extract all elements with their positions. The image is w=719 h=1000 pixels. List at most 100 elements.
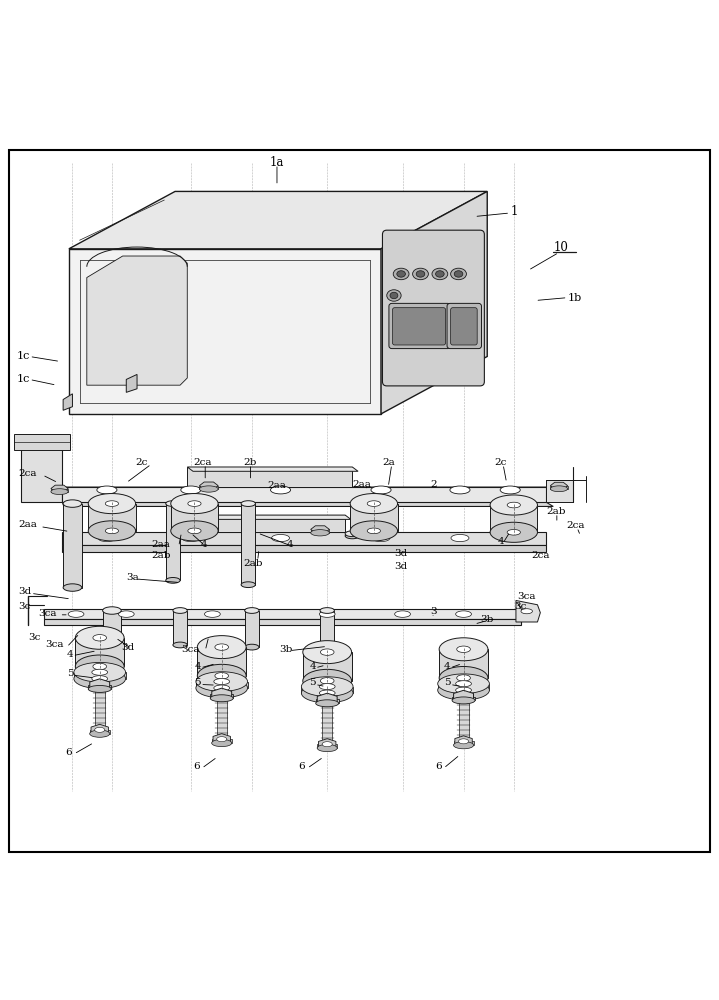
- Bar: [439, 649, 488, 678]
- Polygon shape: [187, 467, 358, 471]
- Ellipse shape: [173, 642, 187, 648]
- Polygon shape: [69, 249, 381, 414]
- Polygon shape: [213, 734, 230, 745]
- Text: 3: 3: [430, 607, 436, 616]
- Polygon shape: [516, 600, 541, 622]
- Bar: [88, 685, 111, 689]
- Bar: [95, 689, 105, 736]
- Ellipse shape: [303, 669, 352, 692]
- Ellipse shape: [63, 500, 82, 507]
- Ellipse shape: [197, 636, 246, 659]
- Bar: [211, 739, 232, 743]
- Ellipse shape: [451, 268, 467, 280]
- Ellipse shape: [244, 644, 259, 650]
- Ellipse shape: [456, 681, 472, 687]
- Polygon shape: [550, 482, 567, 489]
- Text: 4: 4: [498, 537, 504, 546]
- Bar: [454, 741, 474, 745]
- Ellipse shape: [244, 608, 259, 613]
- Text: 4: 4: [286, 540, 293, 549]
- Text: 3c: 3c: [514, 602, 526, 611]
- Ellipse shape: [166, 578, 180, 583]
- Text: 3c: 3c: [19, 602, 31, 611]
- Ellipse shape: [395, 611, 411, 617]
- Bar: [103, 611, 122, 649]
- Ellipse shape: [270, 486, 290, 494]
- Ellipse shape: [241, 501, 255, 506]
- Bar: [173, 611, 187, 645]
- Ellipse shape: [454, 271, 463, 277]
- Bar: [350, 504, 398, 531]
- Ellipse shape: [317, 744, 337, 752]
- Ellipse shape: [367, 528, 380, 534]
- Ellipse shape: [301, 683, 353, 703]
- Ellipse shape: [90, 730, 110, 737]
- Ellipse shape: [97, 486, 117, 494]
- Ellipse shape: [214, 685, 229, 691]
- Ellipse shape: [436, 271, 444, 277]
- Polygon shape: [317, 693, 337, 706]
- Text: 5: 5: [67, 669, 73, 678]
- Text: 3b: 3b: [279, 645, 293, 654]
- Ellipse shape: [68, 611, 84, 617]
- Text: 4: 4: [444, 662, 451, 671]
- Ellipse shape: [182, 534, 200, 542]
- Text: 2ca: 2ca: [19, 469, 37, 478]
- Ellipse shape: [93, 635, 106, 641]
- Polygon shape: [546, 480, 573, 502]
- Ellipse shape: [75, 655, 124, 678]
- Ellipse shape: [456, 611, 472, 617]
- Bar: [345, 534, 360, 536]
- Bar: [75, 638, 124, 666]
- Ellipse shape: [105, 501, 119, 506]
- Ellipse shape: [397, 271, 406, 277]
- Ellipse shape: [321, 649, 334, 655]
- Text: 2ca: 2ca: [193, 458, 211, 467]
- Ellipse shape: [319, 684, 335, 690]
- Text: 2a: 2a: [383, 458, 395, 467]
- Ellipse shape: [439, 666, 488, 689]
- Ellipse shape: [367, 501, 380, 506]
- Polygon shape: [127, 374, 137, 392]
- Ellipse shape: [507, 502, 521, 508]
- Ellipse shape: [173, 608, 187, 613]
- Polygon shape: [63, 487, 546, 502]
- Bar: [550, 486, 567, 489]
- Ellipse shape: [88, 494, 136, 514]
- Ellipse shape: [390, 292, 398, 299]
- Polygon shape: [21, 435, 63, 502]
- Text: 1b: 1b: [567, 293, 582, 303]
- Text: 6: 6: [298, 762, 305, 771]
- Ellipse shape: [451, 534, 469, 542]
- Ellipse shape: [197, 664, 246, 687]
- Ellipse shape: [171, 494, 218, 514]
- Text: 2aa: 2aa: [19, 520, 37, 529]
- Ellipse shape: [272, 534, 290, 542]
- Text: 2: 2: [430, 480, 436, 489]
- Ellipse shape: [371, 486, 391, 494]
- Bar: [197, 647, 246, 676]
- Text: 1c: 1c: [17, 351, 30, 361]
- Bar: [90, 730, 110, 734]
- Ellipse shape: [322, 742, 332, 747]
- Text: 10: 10: [553, 241, 568, 254]
- Ellipse shape: [215, 644, 229, 650]
- Bar: [51, 489, 68, 492]
- Ellipse shape: [199, 486, 218, 492]
- Bar: [459, 700, 469, 747]
- Polygon shape: [69, 191, 487, 249]
- Bar: [63, 504, 82, 588]
- Text: 2aa: 2aa: [152, 540, 170, 549]
- Polygon shape: [63, 394, 73, 410]
- Ellipse shape: [452, 697, 475, 704]
- Polygon shape: [319, 739, 336, 750]
- Text: 4: 4: [194, 662, 201, 671]
- Bar: [490, 505, 538, 532]
- Text: 2b: 2b: [243, 458, 257, 467]
- Ellipse shape: [345, 533, 360, 539]
- Bar: [452, 697, 475, 700]
- Ellipse shape: [119, 611, 134, 617]
- FancyBboxPatch shape: [389, 303, 451, 349]
- Ellipse shape: [180, 486, 201, 494]
- Polygon shape: [212, 688, 232, 701]
